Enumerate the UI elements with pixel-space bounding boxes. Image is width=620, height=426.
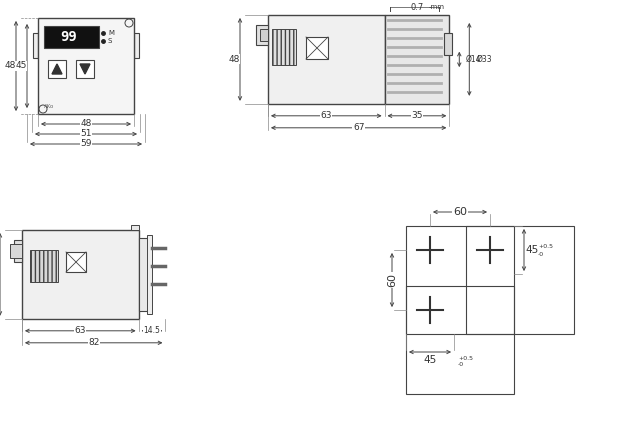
Text: 48: 48 <box>81 120 92 129</box>
Bar <box>306 37 328 59</box>
Text: S: S <box>108 38 112 44</box>
Bar <box>406 226 514 334</box>
Text: AKo: AKo <box>44 104 55 109</box>
Text: 59: 59 <box>80 139 92 149</box>
Bar <box>38 18 134 114</box>
Text: 82: 82 <box>88 338 99 347</box>
Text: -0: -0 <box>458 362 464 366</box>
Text: 60: 60 <box>453 207 467 217</box>
Bar <box>272 29 296 65</box>
Bar <box>138 238 151 311</box>
Text: 0.7: 0.7 <box>410 3 423 12</box>
Text: -0: -0 <box>538 251 544 256</box>
Text: +0.5: +0.5 <box>458 356 473 360</box>
Bar <box>256 25 268 45</box>
Text: 99: 99 <box>60 30 77 44</box>
Polygon shape <box>80 64 90 74</box>
Bar <box>131 225 138 230</box>
Text: 48: 48 <box>228 55 240 64</box>
Bar <box>10 244 22 258</box>
Text: 51: 51 <box>80 130 92 138</box>
Text: 48: 48 <box>4 61 16 70</box>
Bar <box>76 60 94 78</box>
Bar <box>44 26 99 48</box>
Text: 45: 45 <box>525 245 539 255</box>
Bar <box>466 226 574 334</box>
Bar <box>66 252 86 272</box>
Text: 63: 63 <box>321 111 332 120</box>
Text: 63: 63 <box>74 326 86 335</box>
Text: Ø14: Ø14 <box>465 55 480 64</box>
Text: M: M <box>108 30 114 36</box>
Bar <box>260 29 268 41</box>
Bar <box>134 33 139 58</box>
Text: +0.5: +0.5 <box>538 244 553 248</box>
Bar <box>268 15 384 104</box>
Bar <box>33 33 38 58</box>
Bar <box>146 235 151 314</box>
Text: Ø33: Ø33 <box>476 55 492 64</box>
Text: 60: 60 <box>387 273 397 287</box>
Bar <box>384 15 450 104</box>
Text: 14.5: 14.5 <box>143 326 161 335</box>
Bar <box>22 230 138 319</box>
Bar <box>30 250 58 282</box>
Text: 45: 45 <box>16 61 27 70</box>
Polygon shape <box>52 64 62 74</box>
Text: -mm: -mm <box>429 4 445 10</box>
Text: 67: 67 <box>353 123 365 132</box>
Bar <box>14 240 22 262</box>
Bar <box>445 33 453 55</box>
Bar <box>406 286 514 394</box>
Text: 45: 45 <box>423 355 436 365</box>
Text: 35: 35 <box>411 111 423 120</box>
Bar <box>48 60 66 78</box>
